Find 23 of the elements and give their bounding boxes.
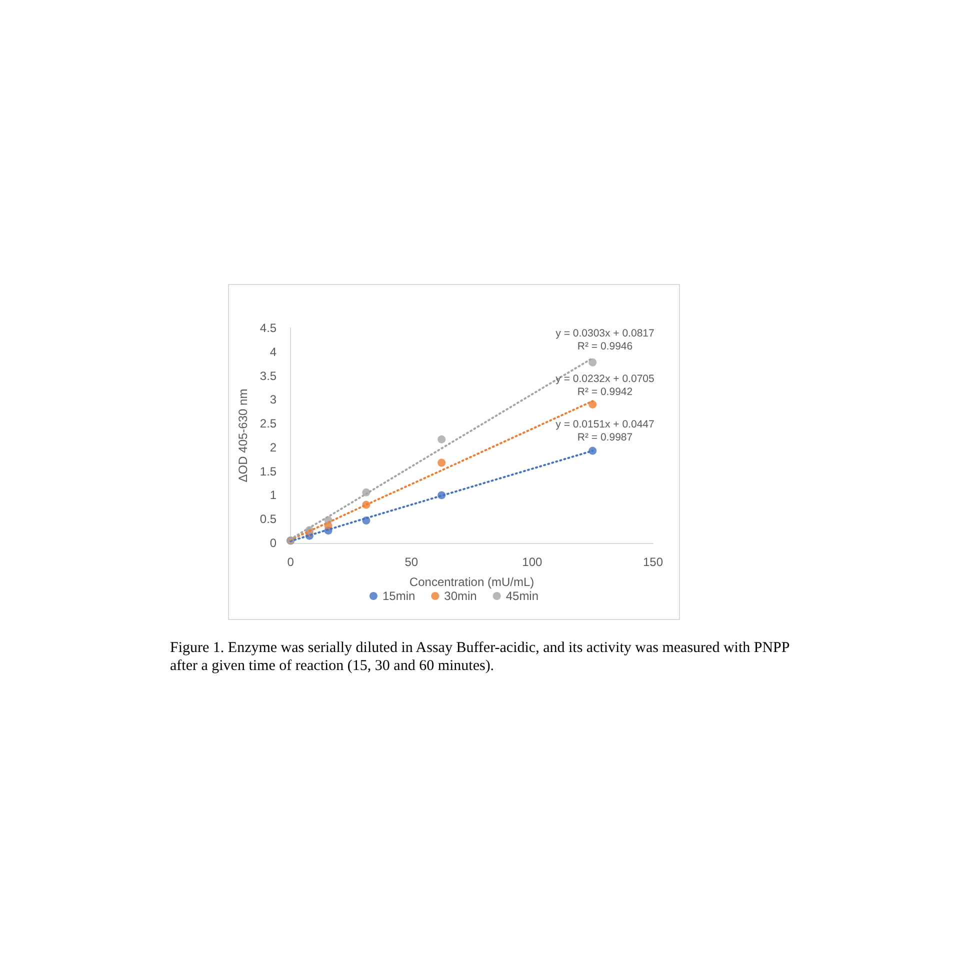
- x-tick-label: 100: [522, 555, 543, 569]
- x-axis-title: Concentration (mU/mL): [409, 575, 534, 589]
- legend-label: 15min: [382, 589, 416, 603]
- annotation: y = 0.0151x + 0.0447 R² = 0.9987: [556, 418, 654, 444]
- y-tick-label: 1.5: [260, 464, 277, 478]
- x-tick-label: 50: [404, 555, 418, 569]
- y-tick-label: 4.5: [260, 321, 277, 335]
- y-tick-label: 4: [270, 344, 277, 359]
- x-tick-label: 150: [642, 555, 664, 569]
- legend-label: 30min: [444, 589, 477, 603]
- y-tick-label: 0: [270, 536, 277, 550]
- y-tick-label: 3: [270, 392, 277, 407]
- y-tick-label: 0.5: [260, 512, 277, 526]
- y-tick-label: 2.5: [260, 416, 277, 431]
- y-axis-title: ΔOD 405-630 nm: [236, 388, 250, 482]
- y-tick-label: 1: [270, 488, 277, 502]
- annotation: y = 0.0303x + 0.0817 R² = 0.9946: [556, 328, 654, 352]
- annotation: y = 0.0232x + 0.0705 R² = 0.9942: [556, 373, 654, 398]
- legend-label: 45min: [506, 589, 539, 603]
- x-tick-label: 0: [287, 555, 294, 569]
- y-tick-label: 2: [270, 440, 277, 454]
- caption: Figure 1. Enzyme was serially diluted in Assay Buffer-acidic, and its activity was measured with PNPP after a given time of reaction (15, 30 and 60 minutes).: [170, 639, 790, 675]
- y-tick-label: 3.5: [260, 368, 277, 383]
